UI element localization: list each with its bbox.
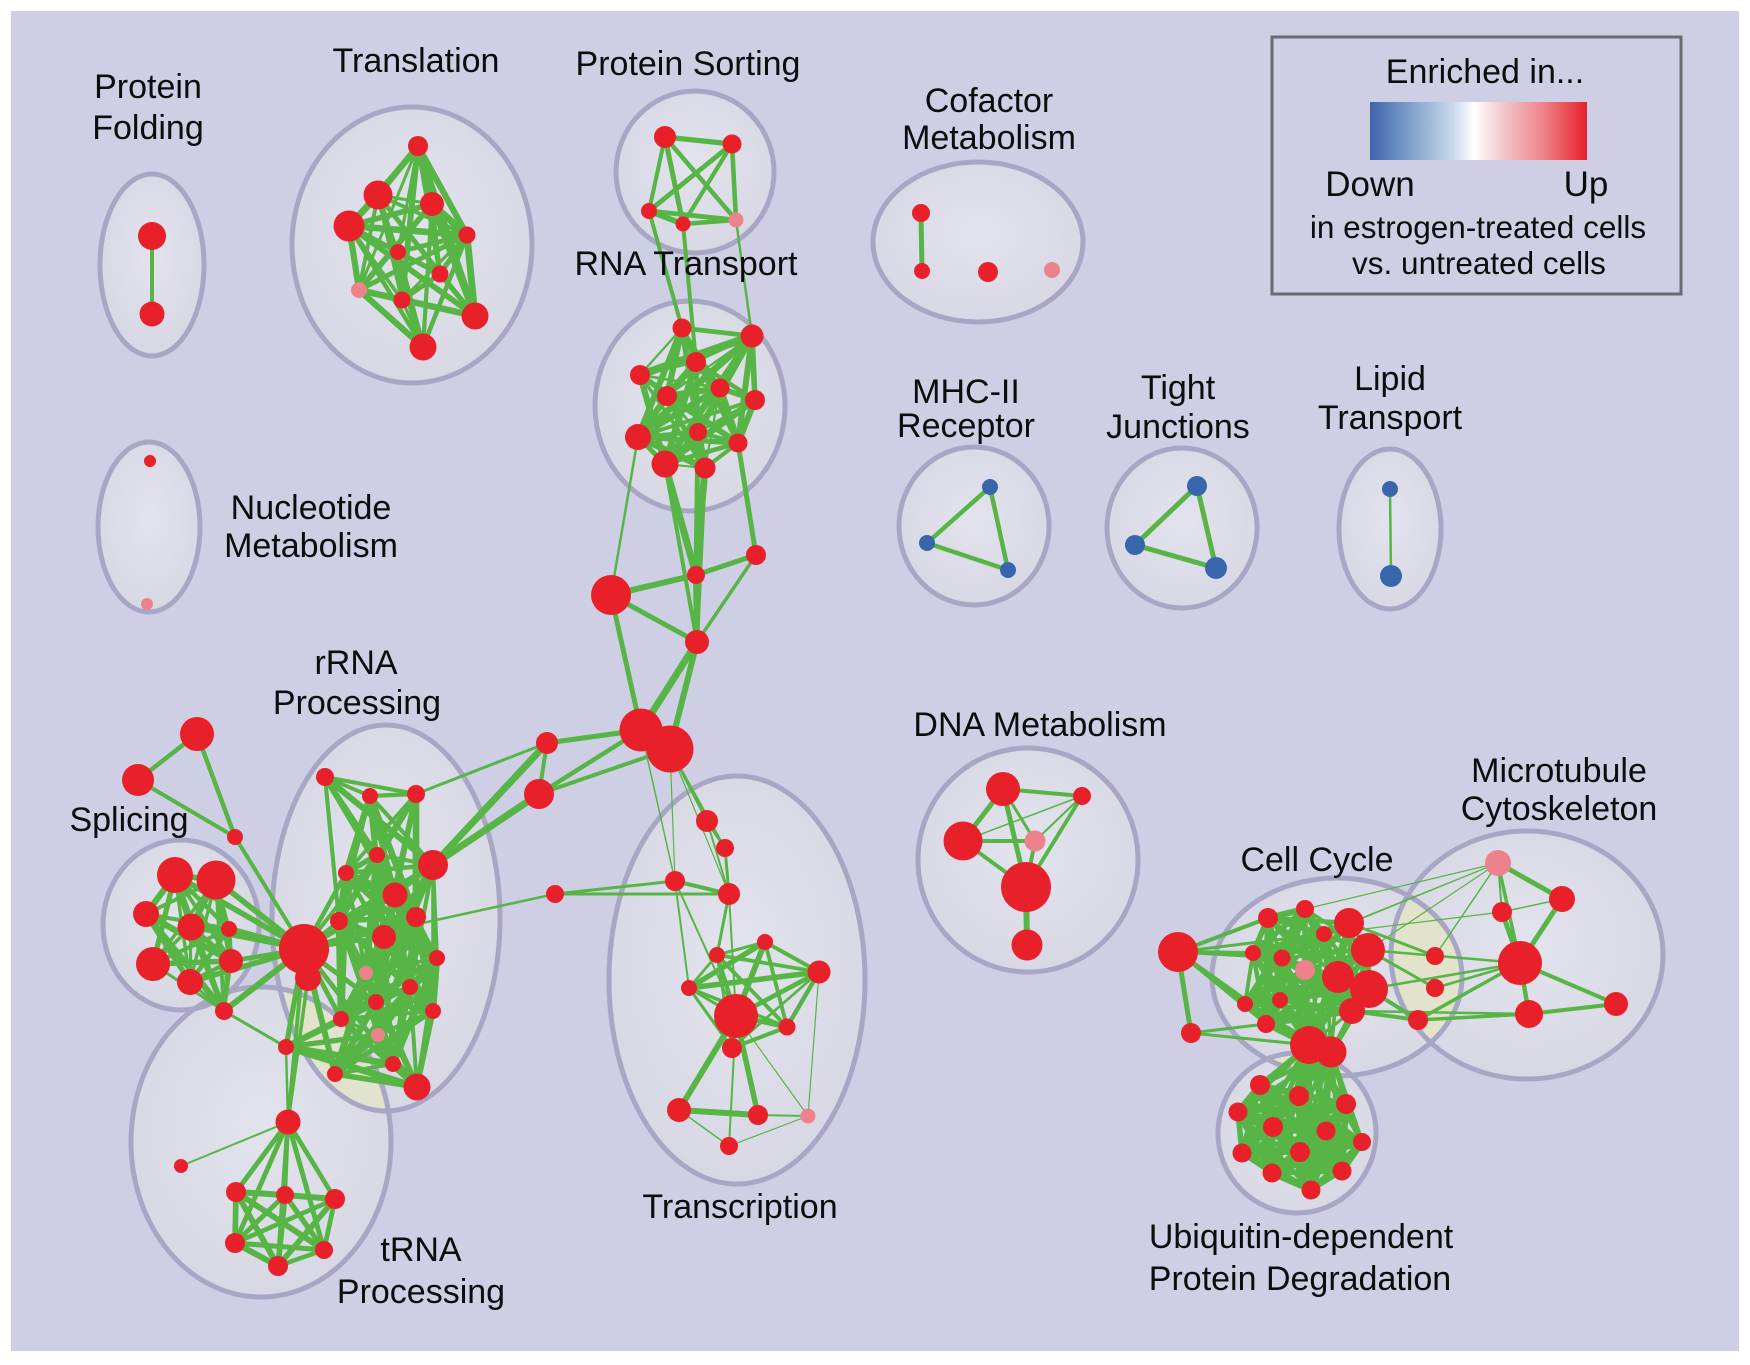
svg-text:Ubiquitin-dependent: Ubiquitin-dependent [1149,1218,1454,1256]
svg-text:Up: Up [1564,165,1609,204]
svg-text:Nucleotide: Nucleotide [231,489,392,527]
svg-text:Processing: Processing [273,684,441,722]
svg-text:Cytoskeleton: Cytoskeleton [1461,790,1658,828]
svg-text:Protein Degradation: Protein Degradation [1149,1260,1451,1298]
svg-text:MHC-II: MHC-II [912,373,1020,411]
svg-text:Protein Sorting: Protein Sorting [576,45,801,83]
svg-text:Metabolism: Metabolism [902,119,1076,157]
svg-text:Transcription: Transcription [642,1188,837,1226]
svg-text:Protein: Protein [94,68,202,106]
svg-text:Cell Cycle: Cell Cycle [1240,841,1393,879]
svg-text:in estrogen-treated cells: in estrogen-treated cells [1310,209,1646,245]
svg-text:Metabolism: Metabolism [224,527,398,565]
svg-text:Folding: Folding [92,109,204,147]
svg-text:vs. untreated cells: vs. untreated cells [1352,245,1606,281]
svg-text:Translation: Translation [333,42,500,80]
svg-text:Enriched in...: Enriched in... [1386,53,1584,91]
svg-text:Cofactor: Cofactor [925,82,1054,120]
svg-text:Splicing: Splicing [69,801,188,839]
svg-text:Receptor: Receptor [897,407,1035,445]
svg-text:Junctions: Junctions [1106,408,1250,446]
svg-text:Transport: Transport [1318,399,1463,437]
svg-text:DNA Metabolism: DNA Metabolism [913,706,1166,744]
svg-text:tRNA: tRNA [380,1231,462,1269]
svg-text:Tight: Tight [1141,369,1216,407]
svg-text:Processing: Processing [337,1273,505,1311]
svg-text:Lipid: Lipid [1354,360,1426,398]
svg-text:Microtubule: Microtubule [1471,752,1647,790]
svg-text:RNA Transport: RNA Transport [575,245,799,283]
svg-text:Down: Down [1325,165,1414,204]
svg-text:rRNA: rRNA [314,644,397,682]
